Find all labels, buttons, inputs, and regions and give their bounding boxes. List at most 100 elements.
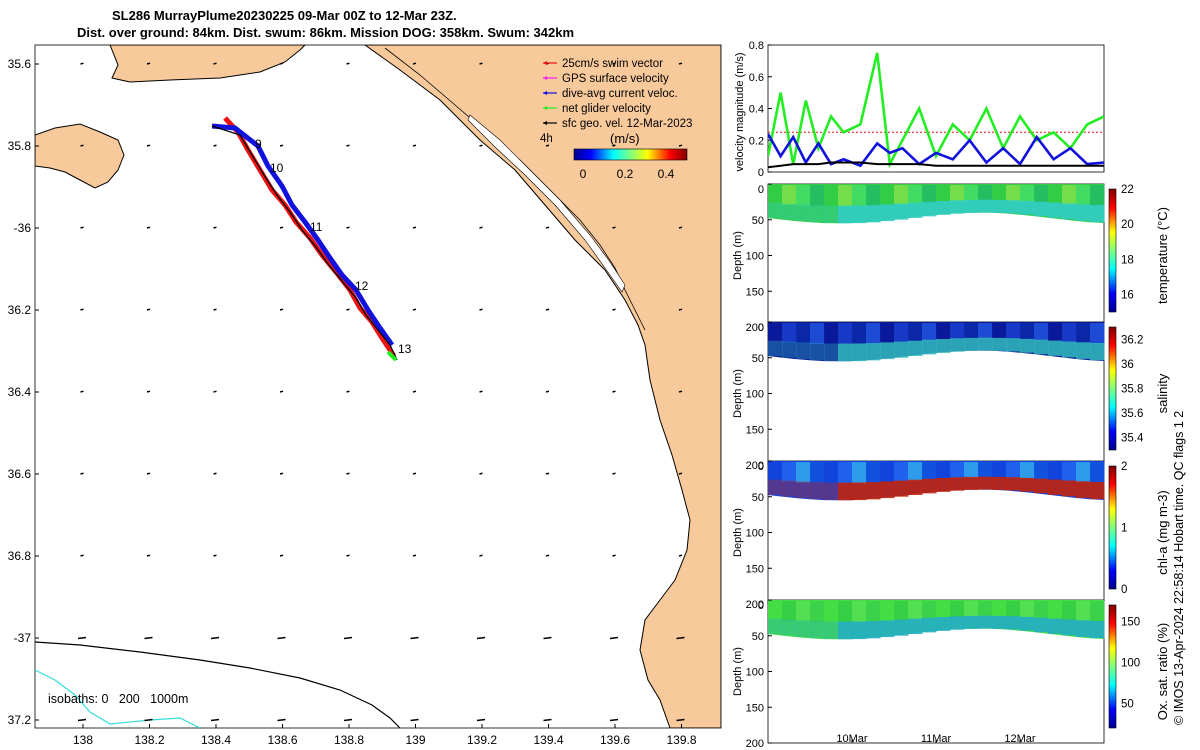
geo-velocity-arrow [612,308,616,311]
velocity-y-tick-label: 0.4 [749,104,764,116]
section-cell-shallow [810,462,825,484]
section-cell-shallow [768,323,783,342]
section-cell-deep [1034,339,1049,355]
colorbar-unit: (m/s) [610,131,640,146]
section-colorbar-tick: 36 [1121,359,1134,371]
geo-velocity-arrow [678,554,683,557]
geo-velocity-arrow [146,390,151,393]
section-cell-shallow [838,462,853,484]
section-cell-deep [1076,620,1091,637]
section-y-tick-label: 200 [746,599,764,611]
coorong-lagoon-2 [467,114,626,293]
section-cell-deep [768,202,783,218]
section-cell-shallow [796,462,811,483]
section-cell-shallow [782,601,797,621]
section-y-tick-label: 50 [752,215,764,227]
section-cell-deep [1076,481,1091,498]
map-legend: 25cm/s swim vector GPS surface velocity … [540,58,692,181]
section-cell-deep [810,205,825,223]
section-cell-deep [1034,478,1049,494]
section-cell-deep [782,203,797,220]
velocity-series-net-glider-velocity [768,52,1104,169]
map-y-tick-label: 35.6 [8,57,32,71]
section-cell-deep [908,479,923,495]
section-cell-shallow [838,601,853,623]
colorbar-tick-0: 0 [580,167,587,181]
section-ylabel: Depth (m) [732,647,744,696]
section-cell-shallow [880,601,895,622]
section-cell-deep [782,619,797,636]
section-colorbar-label: salinity [1155,373,1170,413]
section-cell-deep [978,615,993,629]
geo-velocity-arrow [479,472,483,475]
section-cell-shallow [978,185,993,201]
geo-velocity-arrow [146,554,151,557]
section-y-tick-label: 100 [746,667,764,679]
geo-velocity-arrow [678,390,683,393]
colorbar-tick-1: 0.2 [617,167,634,181]
section-cell-deep [1062,203,1077,220]
section-y-tick-label: 0 [758,461,764,473]
section-cell-deep [894,203,909,220]
section-cell-shallow [796,185,811,206]
section-cell-deep [796,204,811,222]
section-cell-deep [922,617,937,633]
section-cell-deep [1062,619,1077,636]
section-colorbar-tick: 0 [1121,584,1127,596]
section-cell-shallow [1020,185,1035,202]
section-cell-deep [866,205,881,223]
glider-path [211,125,398,361]
section-y-tick-label: 100 [746,251,764,263]
section-cell-deep [978,476,993,490]
section-cell-deep [1076,342,1091,359]
section-cell-shallow [810,601,825,623]
section-cell-deep [838,205,853,224]
section-cell-shallow [1048,323,1063,342]
section-cell-shallow [950,323,965,340]
section-cell-deep [1090,343,1105,361]
section-cell-shallow [922,601,937,619]
section-cell-deep [768,479,783,495]
section-y-tick-label: 0 [758,322,764,334]
section-cell-deep [1020,200,1035,215]
section-cell-shallow [782,185,797,205]
section-y-tick-label: 0 [758,184,764,196]
geo-velocity-arrow [279,144,284,147]
geo-velocity-arrow [213,226,217,229]
geo-velocity-arrow [543,718,552,722]
geo-velocity-arrow [545,308,550,311]
geo-velocity-arrow [676,718,685,722]
section-cell-shallow [992,185,1007,201]
geo-velocity-arrow [346,308,350,311]
section-cell-shallow [1048,462,1063,481]
velocity-y-axis: 0 0.2 0.4 0.6 0.8 [749,40,772,179]
section-y-tick-label: 150 [746,286,764,298]
section-cell-deep [922,201,937,217]
section-colorbar-tick: 35.4 [1121,433,1144,445]
geo-velocity-arrow [479,144,483,147]
section-colorbar-tick: 36.2 [1121,334,1143,346]
section-cell-deep [810,621,825,639]
section-cell-deep [1076,204,1091,221]
section-y-tick-label: 200 [746,322,764,334]
section-cell-deep [824,205,839,224]
section-cell-shallow [922,323,937,341]
section-cell-deep [1090,621,1105,639]
section-cell-deep [1034,617,1049,633]
chart-title-line1: SL286 MurrayPlume20230225 09-Mar 00Z to … [112,8,457,23]
section-cell-deep [796,342,811,360]
map-x-tick-label: 139.2 [467,733,497,747]
section-cell-deep [866,482,881,500]
map-y-tick-label: -37 [14,631,32,645]
geo-velocity-arrow [77,636,87,640]
map-x-tick-label: 138.2 [134,733,164,747]
section-cell-deep [978,337,993,351]
section-cell-deep [1006,616,1021,630]
section-cell-shallow [992,462,1007,478]
map-x-tick-label: 138 [73,733,93,747]
section-cell-shallow [824,462,839,484]
section-colorbar-tick: 35.8 [1121,384,1143,396]
section-cell-shallow [768,185,783,204]
geo-velocity-arrow [479,226,483,229]
